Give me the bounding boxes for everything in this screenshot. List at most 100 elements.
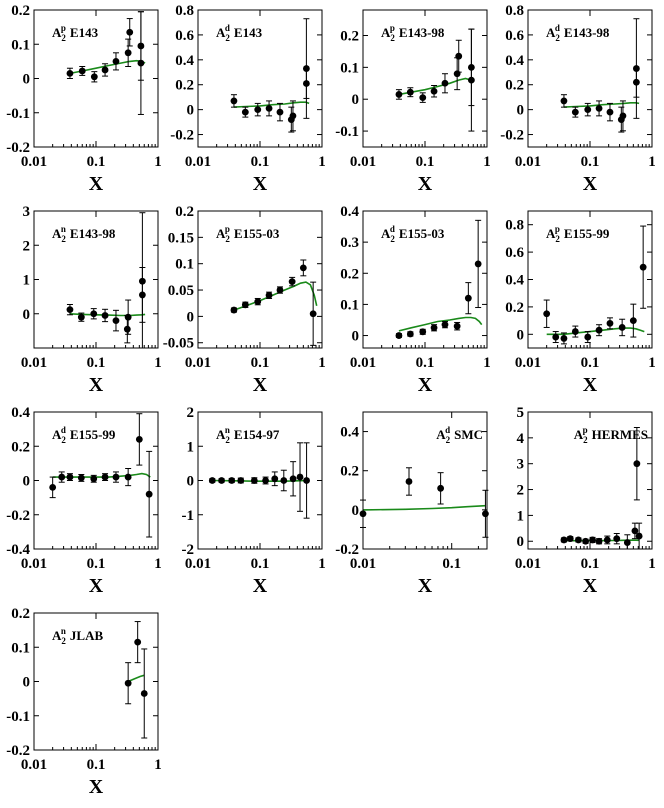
panel-label-sub: 2 <box>61 435 66 445</box>
data-point <box>631 527 639 535</box>
data-point <box>112 317 120 324</box>
data-point <box>58 473 66 481</box>
y-tick-label: 0.2 <box>505 300 524 316</box>
data-point <box>145 490 153 498</box>
data-point <box>101 473 109 481</box>
panel-label-experiment: E143-98 <box>70 226 116 241</box>
panel-label: A2d E143-98 <box>546 23 610 43</box>
panel-d-e155-99: -0.4 -0.2 0 0.2 0.4 0.01 0.1 1 X A2d E155-99 <box>6 405 162 597</box>
data-point <box>134 638 142 646</box>
panel-label-sup: d <box>555 23 560 33</box>
panel-label-sub: 2 <box>555 234 560 244</box>
panel-label-experiment: E143-98 <box>399 25 445 40</box>
y-tick-label: 0.2 <box>11 439 30 455</box>
x-axis-label: X <box>418 173 433 195</box>
data-point <box>575 536 582 544</box>
data-point <box>359 510 367 518</box>
y-tick-label: 0.1 <box>11 640 30 656</box>
y-tick-label: 0 <box>187 103 195 119</box>
data-point <box>138 277 146 285</box>
panel-label: A2n E143-98 <box>52 224 116 244</box>
panel-label: A2p HERMES <box>574 425 648 445</box>
y-tick-label: 0.8 <box>505 218 524 234</box>
data-point <box>419 94 427 102</box>
data-point <box>595 326 603 334</box>
x-axis-label: X <box>89 776 104 798</box>
data-point <box>288 278 296 286</box>
y-tick-label: 0.1 <box>340 297 359 313</box>
y-tick-label: 0 <box>187 309 195 325</box>
panel-label-sup: d <box>61 425 66 435</box>
panel-p-e155-03: -0.05 0 0.05 0.1 0.15 0.2 0.01 0.1 1 X A2p E155-03 <box>163 204 326 396</box>
panel-label-observable: A <box>52 427 62 442</box>
x-axis-label: X <box>89 374 104 396</box>
panel-label-experiment: HERMES <box>592 427 648 442</box>
data-point <box>289 475 297 483</box>
x-axis-label: X <box>583 575 598 597</box>
x-axis-label: X <box>583 374 598 396</box>
x-tick-label: 0.01 <box>21 355 47 371</box>
data-point <box>77 313 85 321</box>
panel-label: A2n JLAB <box>52 626 103 646</box>
panel-label-experiment: E154-97 <box>234 427 280 442</box>
theory-curve <box>362 504 486 511</box>
data-point <box>241 108 249 116</box>
y-tick-label: 0.2 <box>505 78 524 94</box>
y-tick-label: -0.1 <box>6 106 30 122</box>
panel-p-e143-98: -0.1 0 0.1 0.2 0.01 0.1 1 X A2p E143-98 <box>335 9 491 195</box>
x-tick-label: 0.01 <box>350 355 376 371</box>
panel-label: A2n E154-97 <box>216 425 280 445</box>
y-tick-label: -0.2 <box>500 128 524 144</box>
x-tick-label: 0.01 <box>185 355 211 371</box>
y-tick-label: -0.1 <box>335 124 359 140</box>
x-tick-label: 1 <box>483 154 491 170</box>
panel-label-experiment: E155-03 <box>399 226 445 241</box>
data-point <box>90 475 98 483</box>
x-tick-label: 0.1 <box>581 355 600 371</box>
data-point <box>254 298 262 306</box>
panel-d-e143: -0.2 0 0.2 0.4 0.6 0.8 0.01 0.1 1 X A2d E143 <box>170 3 326 195</box>
panel-label-sup: n <box>225 425 230 435</box>
panel-label-observable: A <box>52 226 62 241</box>
data-point <box>218 477 225 484</box>
data-point <box>78 67 86 75</box>
data-point <box>639 263 647 271</box>
y-tick-label: -0.1 <box>6 709 30 725</box>
data-point <box>271 475 279 483</box>
theory-curve <box>69 313 146 317</box>
panel-label-experiment: E155-99 <box>564 226 610 241</box>
data-point <box>552 333 560 341</box>
data-point <box>90 73 98 81</box>
x-tick-label: 0.1 <box>87 757 106 773</box>
data-point <box>635 532 643 540</box>
data-point <box>595 104 603 112</box>
x-tick-label: 0.1 <box>87 556 106 572</box>
panel-label-sup: d <box>445 425 450 435</box>
panel-label-sup: p <box>583 425 588 435</box>
y-tick-label: 0 <box>517 534 525 550</box>
panel-label-observable: A <box>381 25 391 40</box>
data-point <box>230 306 238 314</box>
y-tick-label: 0.2 <box>11 3 30 19</box>
y-tick-label: 0.6 <box>175 28 194 44</box>
data-point <box>276 286 284 294</box>
x-tick-label: 1 <box>318 556 326 572</box>
y-tick-label: 0.4 <box>175 53 194 69</box>
x-tick-label: 0.01 <box>350 154 376 170</box>
data-point <box>265 104 273 112</box>
data-point <box>49 483 57 491</box>
data-point <box>241 301 249 309</box>
panel-label-experiment: E143 <box>234 25 263 40</box>
y-tick-label: 0.8 <box>505 3 524 19</box>
data-point <box>406 330 414 338</box>
data-point <box>430 324 438 332</box>
y-tick-label: 0 <box>23 307 31 323</box>
panel-label-sub: 2 <box>583 435 588 445</box>
panel-label-experiment: E143 <box>70 25 99 40</box>
x-tick-label: 0.01 <box>515 154 541 170</box>
panel-p-e155-99: 0 0.2 0.4 0.6 0.8 0.01 0.1 1 X A2p E155-99 <box>505 210 656 396</box>
data-point <box>566 535 574 543</box>
data-point <box>299 264 307 272</box>
data-point <box>633 460 641 468</box>
